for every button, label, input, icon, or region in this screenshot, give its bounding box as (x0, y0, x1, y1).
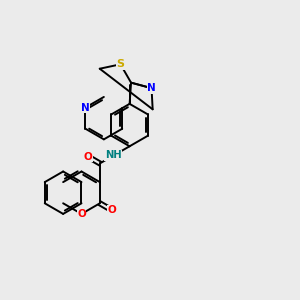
Text: N: N (147, 83, 156, 93)
Text: O: O (77, 209, 86, 219)
Text: O: O (83, 152, 92, 161)
Text: NH: NH (105, 150, 122, 160)
Text: S: S (116, 59, 124, 69)
Text: O: O (108, 206, 116, 215)
Text: N: N (81, 103, 90, 112)
